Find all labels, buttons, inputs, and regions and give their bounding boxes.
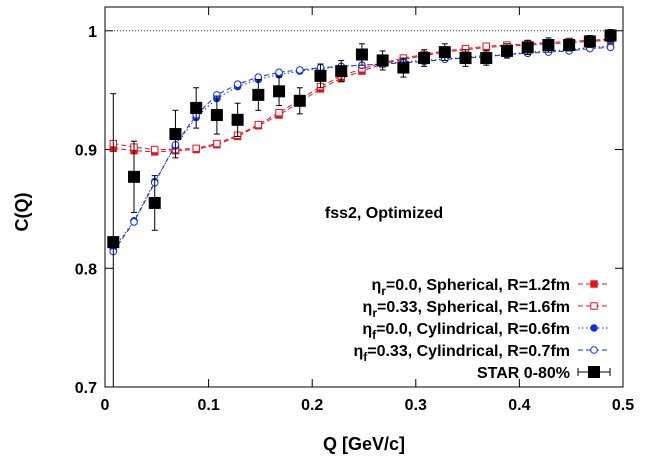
legend-label: ηf=0.0, Cylindrical, R=0.6fm <box>362 321 570 342</box>
data-point <box>213 139 221 148</box>
legend-entry-2: ηf=0.0, Cylindrical, R=0.6fm <box>362 321 610 342</box>
legend-entry-1: ηr=0.33, Spherical, R=1.6fm <box>363 299 610 320</box>
x-tick-label: 0.3 <box>405 397 427 414</box>
legend-entry-0: ηr=0.0, Spherical, R=1.2fm <box>371 277 610 298</box>
data-point <box>273 85 286 98</box>
data-point <box>500 44 513 57</box>
series-3 <box>109 43 615 256</box>
y-tick-label: 0.7 <box>75 380 97 397</box>
legend-label: STAR 0-80% <box>477 365 570 382</box>
plot-area <box>107 29 617 387</box>
legend-label-sub: r <box>372 306 377 320</box>
data-point <box>190 101 203 114</box>
legend-label-sub: f <box>372 328 377 342</box>
chart-annotation: fss2, Optimized <box>325 205 443 222</box>
data-point <box>604 29 617 42</box>
x-tick-label: 0.2 <box>301 397 323 414</box>
data-point <box>335 65 348 78</box>
data-point <box>293 94 306 107</box>
legend-label-main: STAR 0-80% <box>477 365 570 382</box>
data-point <box>107 236 120 249</box>
y-tick-label: 0.9 <box>75 143 97 160</box>
legend-label-sub: r <box>381 284 386 298</box>
x-axis-label: Q [GeV/c] <box>323 434 405 454</box>
series-4 <box>107 29 617 387</box>
data-point <box>542 39 555 51</box>
data-point <box>480 52 493 65</box>
data-point <box>590 346 598 354</box>
data-point <box>314 69 327 82</box>
data-point <box>151 145 159 154</box>
data-point <box>590 324 598 332</box>
legend-label-rest: =0.0, Spherical, R=1.2fm <box>386 277 570 294</box>
data-point <box>254 120 263 129</box>
legend-label-rest: =0.33, Spherical, R=1.6fm <box>377 299 570 316</box>
legend-entry-4: STAR 0-80% <box>477 365 611 382</box>
data-point <box>606 43 615 52</box>
data-point <box>252 88 265 101</box>
data-point <box>583 35 596 48</box>
legend-label: ηf=0.33, Cylindrical, R=0.7fm <box>353 343 570 364</box>
data-point <box>563 39 576 51</box>
legend-label-rest: =0.33, Cylindrical, R=0.7fm <box>367 343 570 360</box>
y-tick-label: 1 <box>88 24 97 41</box>
plot-frame <box>104 6 624 388</box>
legend-label: ηr=0.33, Spherical, R=1.6fm <box>363 299 570 320</box>
data-point <box>376 54 389 67</box>
data-point <box>169 128 182 141</box>
legend-label-main: η <box>353 343 363 360</box>
data-point <box>130 218 138 226</box>
data-point <box>459 52 472 65</box>
data-point <box>231 113 244 126</box>
data-point <box>438 46 451 59</box>
data-point <box>590 302 598 310</box>
data-point <box>210 109 223 122</box>
legend-label-rest: =0.0, Cylindrical, R=0.6fm <box>376 321 570 338</box>
legend-entry-3: ηf=0.33, Cylindrical, R=0.7fm <box>353 343 610 364</box>
y-axis-label: C(Q) <box>12 193 32 232</box>
data-point <box>148 196 161 209</box>
y-tick-label: 0.8 <box>75 261 97 278</box>
data-point <box>588 366 600 378</box>
legend-label-main: η <box>362 321 372 338</box>
legend-label: ηr=0.0, Spherical, R=1.2fm <box>371 277 570 298</box>
x-tick-label: 0 <box>101 397 110 414</box>
data-point <box>275 108 283 117</box>
legend-label-main: η <box>371 277 381 294</box>
data-point <box>590 280 598 288</box>
data-point <box>521 41 534 54</box>
data-point <box>192 144 200 153</box>
x-tick-label: 0.5 <box>612 397 634 414</box>
data-point <box>128 170 141 183</box>
data-point <box>275 68 283 77</box>
y-axis-label-group: C(Q) <box>12 193 32 232</box>
data-point <box>397 61 410 74</box>
data-point <box>233 80 242 88</box>
x-tick-label: 0.1 <box>197 397 219 414</box>
legend-label-sub: f <box>363 350 368 364</box>
x-tick-label: 0.4 <box>508 397 530 414</box>
data-point <box>355 48 368 61</box>
data-point <box>418 52 431 65</box>
tick-labels: 0 0.1 0.2 0.3 0.4 0.5 0.7 0.8 0.9 1 <box>75 24 634 414</box>
data-point <box>482 42 490 50</box>
legend-label-main: η <box>363 299 373 316</box>
data-point <box>295 66 304 74</box>
